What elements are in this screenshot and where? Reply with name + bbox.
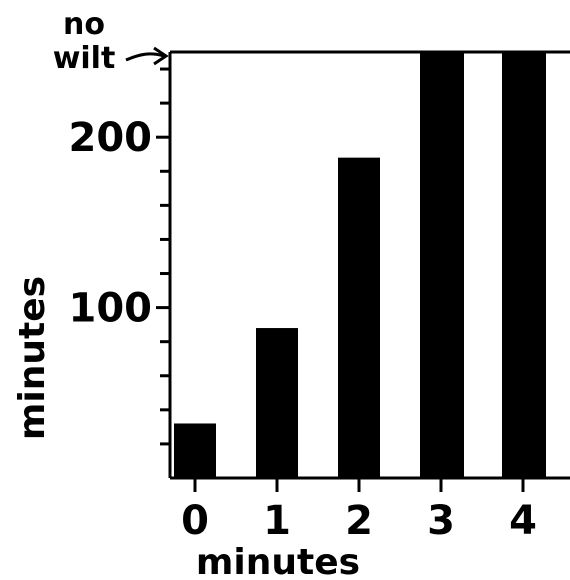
y-tick-label-200: 200 — [69, 115, 153, 161]
y-axis-title: minutes — [12, 276, 53, 440]
bar-2 — [338, 157, 380, 478]
x-tick-label-3: 3 — [427, 498, 455, 544]
x-tick-label-1: 1 — [263, 498, 291, 544]
bar-0 — [174, 423, 216, 478]
x-tick-label-4: 4 — [509, 498, 537, 544]
x-axis-title: minutes — [196, 542, 360, 580]
x-tick-label-0: 0 — [181, 498, 209, 544]
no-wilt-arrowhead — [153, 46, 169, 66]
bar-4 — [502, 52, 546, 478]
bars — [174, 52, 546, 478]
bar-1 — [256, 328, 298, 478]
x-tick-label-2: 2 — [345, 498, 373, 544]
no-wilt-label-line2: wilt — [53, 41, 116, 76]
y-tick-label-100: 100 — [69, 286, 153, 332]
no-wilt-arrow — [125, 52, 165, 62]
bar-3 — [420, 52, 464, 478]
no-wilt-label-line1: no — [63, 7, 105, 42]
y-ticks: 100 200 — [69, 67, 170, 446]
x-ticks: 0 1 2 3 4 — [181, 478, 537, 544]
